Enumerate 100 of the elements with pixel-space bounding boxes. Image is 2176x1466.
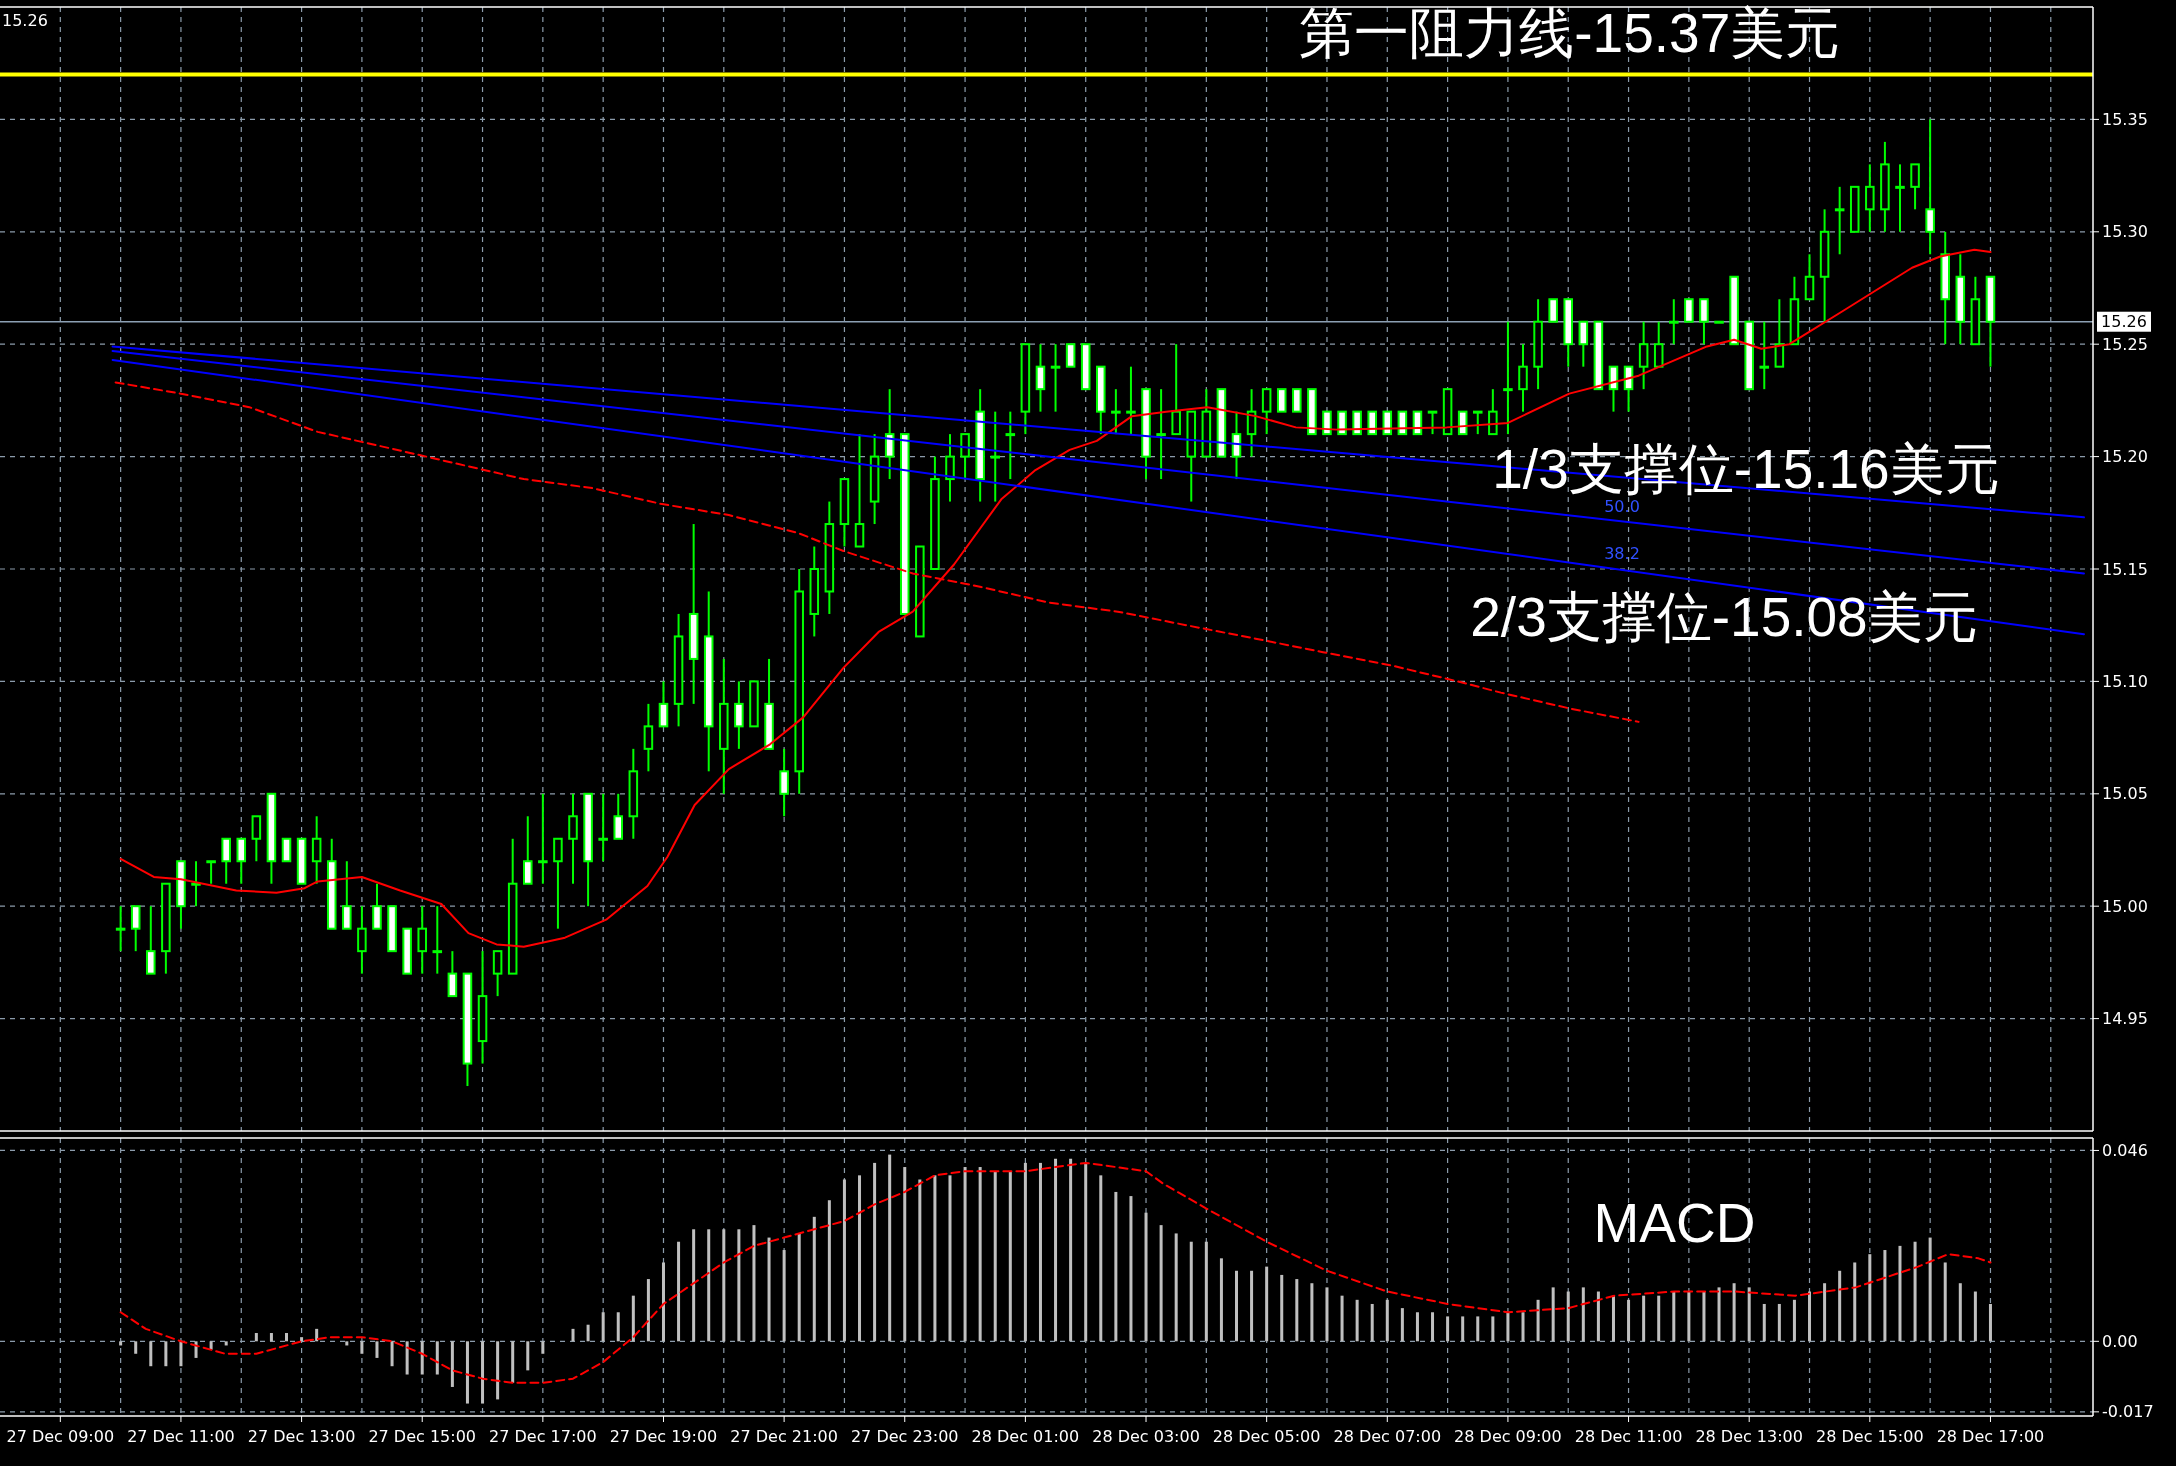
- bar: [1838, 1270, 1842, 1342]
- bar: [978, 1167, 982, 1342]
- bar: [661, 1262, 665, 1342]
- x-tick-label: 28 Dec 05:00: [1212, 1427, 1321, 1446]
- candlestick: [1925, 118, 1935, 256]
- bar: [149, 1341, 153, 1367]
- bar: [707, 1229, 711, 1342]
- bar: [692, 1229, 696, 1342]
- bar: [827, 1200, 831, 1342]
- candlestick: [1427, 410, 1438, 436]
- candlestick: [417, 905, 427, 975]
- bar: [601, 1312, 605, 1342]
- bar: [1898, 1245, 1902, 1342]
- bar: [1732, 1283, 1736, 1342]
- annotation: 50.0: [1604, 497, 1640, 516]
- bar: [1943, 1262, 1947, 1342]
- candlestick: [191, 860, 201, 908]
- bar: [1762, 1303, 1766, 1342]
- candlestick: [1065, 343, 1076, 368]
- bar: [1596, 1291, 1600, 1342]
- candlestick: [1804, 253, 1815, 301]
- candlestick: [447, 950, 458, 998]
- annotation: 15.26: [2, 11, 48, 30]
- bar: [1250, 1270, 1254, 1342]
- candlestick: [568, 792, 578, 885]
- annotation: 38.2: [1604, 544, 1640, 563]
- y-tick-label: 15.25: [2102, 334, 2148, 354]
- candlestick: [553, 837, 563, 930]
- bar: [586, 1324, 590, 1342]
- bar: [1551, 1287, 1555, 1342]
- bar: [435, 1341, 439, 1375]
- candlestick: [357, 905, 367, 975]
- bar: [405, 1341, 409, 1375]
- x-tick-label: 28 Dec 03:00: [1092, 1427, 1200, 1446]
- candlestick: [1699, 298, 1709, 346]
- bar: [541, 1341, 545, 1354]
- x-tick-label: 27 Dec 17:00: [489, 1427, 597, 1446]
- candlestick: [1759, 320, 1770, 391]
- candlestick: [734, 680, 744, 750]
- candlestick: [206, 860, 216, 885]
- bar: [420, 1341, 424, 1375]
- bar: [1823, 1283, 1827, 1342]
- bar: [812, 1216, 816, 1342]
- candlestick: [1050, 343, 1061, 413]
- bar: [1038, 1162, 1042, 1342]
- bar: [269, 1333, 273, 1342]
- candlestick: [1834, 185, 1845, 256]
- bar: [1114, 1191, 1118, 1342]
- bar: [1611, 1295, 1615, 1342]
- bar: [1642, 1295, 1646, 1342]
- candlestick: [658, 680, 669, 728]
- bar: [616, 1312, 620, 1342]
- candlestick: [1895, 163, 1905, 233]
- bar: [481, 1341, 485, 1404]
- candlestick: [1518, 343, 1528, 413]
- bar: [315, 1328, 319, 1342]
- candlestick: [251, 815, 262, 863]
- candlestick: [130, 905, 141, 953]
- bar: [1928, 1237, 1932, 1342]
- bar: [1084, 1162, 1088, 1342]
- bar: [888, 1154, 892, 1342]
- x-tick-label: 28 Dec 17:00: [1936, 1427, 2045, 1446]
- bar: [903, 1167, 907, 1342]
- bar: [1219, 1258, 1223, 1342]
- bar: [134, 1341, 138, 1354]
- candlestick: [146, 905, 156, 975]
- bar: [1415, 1312, 1419, 1342]
- x-tick-label: 27 Dec 19:00: [609, 1427, 718, 1446]
- y-tick-label: 0.046: [2102, 1141, 2148, 1161]
- candlestick: [945, 433, 955, 503]
- bar: [345, 1341, 349, 1346]
- bar: [1295, 1279, 1299, 1342]
- bar: [1461, 1316, 1465, 1342]
- bar: [1159, 1225, 1163, 1342]
- x-tick-label: 28 Dec 09:00: [1454, 1427, 1562, 1446]
- y-tick-label: 15.15: [2102, 559, 2148, 579]
- bar: [1777, 1303, 1781, 1342]
- candlestick: [221, 837, 231, 885]
- bar: [1853, 1262, 1857, 1342]
- bar: [1400, 1308, 1404, 1342]
- x-tick-label: 27 Dec 09:00: [6, 1427, 115, 1446]
- candlestick: [1774, 298, 1785, 368]
- bar: [646, 1279, 650, 1342]
- bar: [1868, 1254, 1872, 1342]
- bar: [1657, 1295, 1661, 1342]
- bar: [209, 1341, 213, 1350]
- candlestick: [432, 905, 443, 975]
- bar: [1687, 1291, 1691, 1342]
- candlestick: [1126, 365, 1136, 436]
- y-tick-label: 15.20: [2102, 447, 2148, 467]
- bar: [1566, 1291, 1570, 1342]
- bar: [1747, 1287, 1751, 1342]
- bar: [1385, 1299, 1389, 1342]
- bar: [1808, 1291, 1812, 1342]
- bar: [465, 1341, 469, 1404]
- bar: [1325, 1287, 1329, 1342]
- candlestick: [236, 837, 247, 885]
- bar: [737, 1229, 741, 1342]
- candlestick: [1488, 388, 1498, 436]
- bar: [677, 1241, 681, 1342]
